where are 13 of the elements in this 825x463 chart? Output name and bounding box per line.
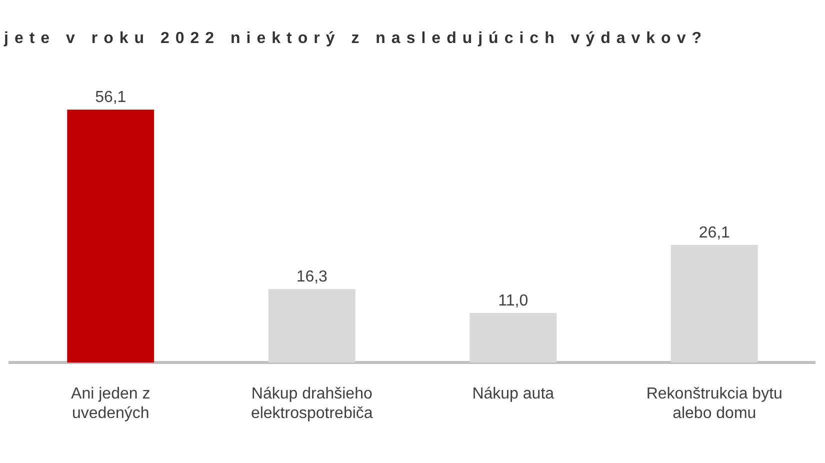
data-label: 56,1 — [95, 88, 126, 106]
data-label: 11,0 — [498, 292, 528, 310]
x-tick-label: Rekonštrukcia bytu alebo domu — [646, 386, 782, 422]
x-tick-label: Ani jeden z uvedených — [71, 386, 150, 422]
x-tick-label: Nákup auta — [472, 386, 554, 403]
bar — [670, 244, 758, 363]
data-label: 16,3 — [296, 268, 328, 286]
bar — [470, 312, 557, 363]
chart-title: jete v roku 2022 niektorý z nasledujúcich výdavkov? — [4, 30, 708, 48]
bar — [268, 289, 356, 363]
x-tick-label: Nákup drahšieho elektrospotrebiča — [250, 386, 373, 422]
bar — [67, 110, 154, 363]
data-label: 26,1 — [698, 224, 730, 242]
